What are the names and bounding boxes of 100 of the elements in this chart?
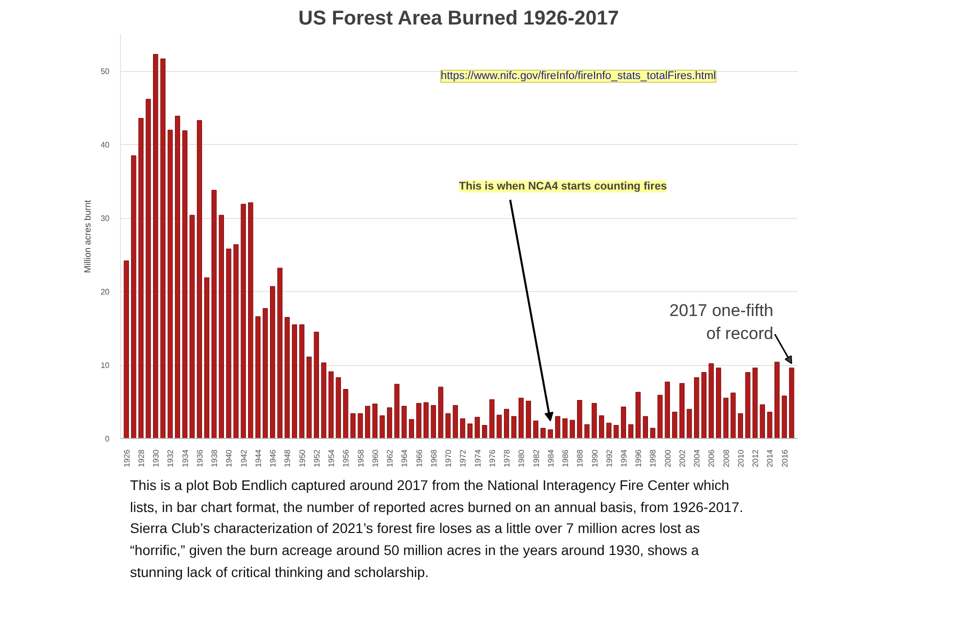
bar	[540, 428, 546, 438]
bar	[153, 54, 158, 438]
x-tick-label: 1976	[488, 448, 497, 468]
bar	[124, 260, 129, 438]
bar	[584, 424, 590, 438]
bar	[745, 372, 750, 438]
bar	[372, 404, 378, 438]
x-tick-label: 1934	[180, 448, 190, 468]
x-tick-label: 1998	[648, 448, 658, 468]
x-tick-label: 1974	[473, 448, 482, 468]
bar	[314, 332, 319, 438]
bar	[496, 414, 502, 438]
bar	[686, 408, 692, 438]
bar	[174, 116, 180, 438]
bar	[738, 413, 744, 438]
x-tick-label: 2010	[736, 448, 746, 468]
bar	[642, 416, 648, 438]
bar	[350, 413, 356, 438]
bar	[657, 394, 663, 438]
bar	[386, 407, 392, 438]
bar	[606, 422, 612, 438]
bar	[321, 362, 326, 438]
bar	[328, 371, 334, 438]
y-tick-label: 20	[100, 288, 110, 297]
bar	[452, 405, 458, 438]
bar	[592, 402, 597, 438]
y-tick-label: 0	[105, 434, 110, 444]
x-tick-label: 1964	[400, 448, 410, 468]
bar	[504, 408, 510, 438]
y-tick-label: 50	[100, 67, 110, 76]
x-tick-label: 1958	[356, 448, 366, 468]
x-tick-label: 1968	[429, 448, 438, 468]
bar	[664, 382, 670, 438]
y-axis-title: Million acres burnt	[82, 199, 93, 274]
x-tick-label: 1930	[152, 448, 161, 468]
bar	[226, 248, 232, 438]
x-tick-label: 2008	[722, 448, 731, 468]
x-tick-label: 2002	[678, 448, 687, 468]
bar	[233, 244, 239, 438]
bar	[526, 400, 532, 438]
bar	[182, 130, 188, 438]
x-tick-label: 2016	[780, 448, 790, 468]
bar	[577, 400, 582, 438]
x-tick-label: 1932	[166, 448, 176, 468]
x-tick-label: 1984	[546, 448, 556, 468]
bar	[767, 412, 772, 438]
bar	[474, 416, 480, 438]
bar	[533, 420, 538, 438]
bar	[430, 405, 436, 438]
bar	[460, 418, 466, 438]
annotation: https://www.nifc.gov/fireInfo/fireInfo_stats_totalFires.html	[440, 70, 716, 82]
x-tick-label: 2004	[692, 448, 702, 468]
bar	[438, 386, 444, 438]
bar	[196, 120, 202, 438]
x-tick-label: 1950	[298, 448, 307, 468]
x-tick-label: 1944	[254, 448, 263, 468]
x-tick-label: 1946	[268, 448, 278, 468]
bar	[636, 392, 641, 438]
bar	[782, 396, 787, 438]
bar	[284, 317, 290, 438]
bar	[708, 363, 714, 438]
text: This is a plot Bob Endlich captured around 2017 from the National Interagency Fire Center which lists, in bar chart format, the number of reported acres burned on an annual basis, from 1926-2017. Sierra Club’s characterization of 2021’s forest fire loses as a little over 7 million acres lost as “horrific,” given the burn acreage around 50 million acres in the years around 1930, shows a stunning lack of critical thinking and scholarship.	[130, 476, 744, 582]
bar	[789, 368, 794, 438]
bar	[489, 399, 494, 438]
x-tick-label: 1972	[458, 448, 468, 468]
bar	[679, 383, 685, 438]
bar	[343, 388, 348, 438]
x-tick-label: 1986	[561, 448, 570, 468]
bar	[760, 404, 765, 438]
bar	[146, 98, 151, 438]
bar	[752, 368, 758, 438]
bar	[555, 416, 560, 438]
bar	[336, 377, 341, 438]
bar	[467, 424, 473, 438]
bar	[562, 418, 568, 438]
bar	[408, 419, 414, 438]
x-tick-label: 2006	[707, 448, 716, 468]
x-tick-label: 2012	[751, 448, 760, 468]
bar	[358, 413, 363, 438]
bar	[255, 316, 261, 438]
bar	[650, 428, 656, 438]
x-tick-label: 1942	[239, 448, 248, 468]
annotation: 2017 one-fifth of record	[669, 301, 774, 344]
bar	[138, 118, 144, 438]
bar	[212, 190, 217, 438]
x-tick-label: 1938	[210, 448, 220, 468]
x-tick-label: 1960	[370, 448, 380, 468]
bar	[402, 406, 407, 438]
y-tick-label: 40	[100, 140, 110, 150]
bar	[299, 324, 304, 438]
bar	[694, 377, 700, 438]
x-tick-label: 1982	[532, 448, 541, 468]
x-tick-label: 1990	[590, 448, 600, 468]
x-tick-label: 1978	[502, 448, 512, 468]
bar	[218, 214, 224, 438]
bar	[394, 384, 400, 438]
bar	[723, 398, 728, 438]
x-tick-label: 1980	[517, 448, 526, 468]
bar	[599, 415, 604, 438]
x-tick-label: 1996	[634, 448, 644, 468]
